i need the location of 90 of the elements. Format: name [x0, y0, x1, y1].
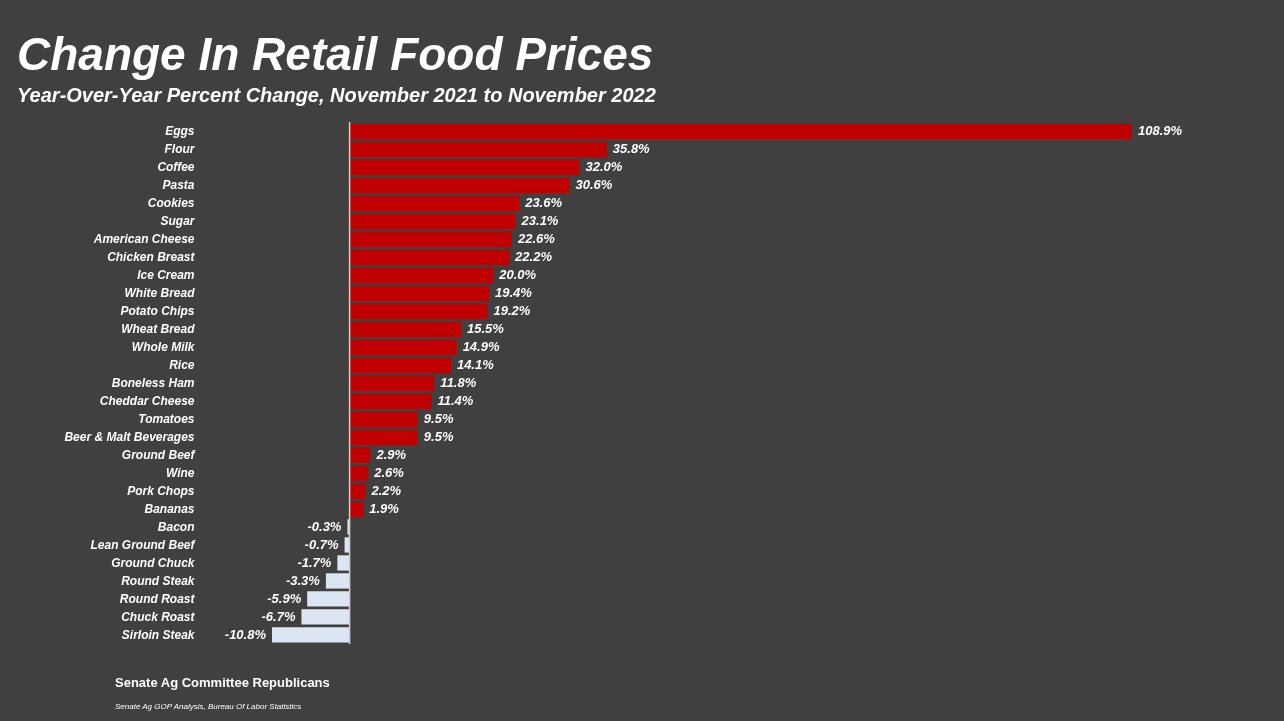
- y-tick-label: Chuck Roast: [121, 609, 196, 624]
- data-label: -10.8%: [224, 626, 267, 642]
- data-label: 22.6%: [516, 231, 556, 247]
- bar: [349, 465, 369, 481]
- bar: [349, 321, 461, 337]
- data-label: -0.3%: [307, 518, 342, 534]
- y-tick-label: Round Steak: [121, 573, 196, 588]
- y-tick-label: Boneless Ham: [111, 376, 195, 390]
- y-tick-label: Lean Ground Beef: [90, 537, 196, 552]
- bar: [349, 213, 516, 229]
- y-tick-label: Beer & Malt Beverages: [64, 429, 195, 444]
- bar: [349, 501, 364, 517]
- bar: [349, 231, 512, 247]
- bar: [349, 159, 580, 175]
- y-tick-label: Ground Beef: [121, 447, 196, 462]
- bar: [349, 141, 607, 157]
- y-tick-label: Pasta: [162, 178, 195, 193]
- y-tick-label: Ice Cream: [137, 268, 195, 283]
- y-tick-label: Coffee: [157, 160, 195, 175]
- y-tick-label: Rice: [169, 358, 195, 373]
- data-label: -0.7%: [304, 536, 339, 552]
- data-label: 1.9%: [369, 500, 400, 516]
- data-label: -5.9%: [267, 590, 302, 606]
- bar: [349, 447, 371, 463]
- y-tick-label: Bananas: [144, 501, 195, 516]
- data-label: -3.3%: [285, 572, 321, 588]
- y-tick-label: Pork Chops: [127, 483, 195, 498]
- y-tick-label: Cheddar Cheese: [99, 393, 195, 408]
- y-tick-label: Chicken Breast: [107, 250, 196, 265]
- y-tick-label: Wheat Bread: [121, 322, 196, 337]
- y-tick-label: Tomatoes: [138, 411, 195, 426]
- data-label: 14.1%: [456, 357, 495, 373]
- data-label: -1.7%: [297, 554, 332, 570]
- bar: [349, 411, 418, 427]
- y-tick-label: American Cheese: [92, 232, 195, 247]
- bar: [301, 609, 350, 625]
- bar: [337, 555, 350, 571]
- bar: [272, 627, 350, 643]
- data-label: 22.2%: [514, 249, 553, 265]
- y-tick-label: Sirloin Steak: [121, 627, 196, 642]
- data-label: 23.1%: [520, 213, 559, 229]
- data-label: 20.0%: [498, 267, 537, 283]
- bar: [347, 519, 350, 535]
- data-label: 2.9%: [375, 446, 407, 462]
- text: Senate Ag Committee Republicans: [115, 675, 330, 690]
- data-label: 2.2%: [370, 482, 402, 498]
- bar: [349, 393, 432, 409]
- y-tick-label: Sugar: [160, 214, 196, 229]
- bar: [349, 267, 494, 283]
- data-label: 9.5%: [423, 410, 454, 426]
- data-label: 35.8%: [612, 141, 651, 157]
- data-label: -6.7%: [261, 608, 296, 624]
- bar: [349, 483, 366, 499]
- y-tick-label: White Bread: [124, 286, 196, 301]
- data-label: 19.2%: [493, 303, 531, 319]
- bar: [349, 375, 435, 391]
- bar: [349, 285, 489, 301]
- text: Senate Ag GOP Analysis, Bureau Of Labor Statistics: [115, 702, 302, 711]
- y-tick-label: Ground Chuck: [111, 555, 196, 570]
- chart-subtitle: Year-Over-Year Percent Change, November 2021 to November 2022: [17, 84, 656, 107]
- bar: [349, 123, 1132, 139]
- data-label: 9.5%: [423, 428, 454, 444]
- data-label: 14.9%: [462, 339, 500, 355]
- bar: [349, 195, 520, 211]
- bar: [349, 429, 418, 445]
- bar: [349, 339, 457, 355]
- y-tick-label: Flour: [164, 142, 196, 157]
- bar: [307, 591, 350, 607]
- data-label: 11.8%: [440, 375, 477, 390]
- bar: [349, 303, 488, 319]
- data-label: 11.4%: [437, 392, 474, 408]
- bar: [325, 573, 350, 589]
- data-label: 32.0%: [585, 159, 623, 175]
- data-label: 2.6%: [373, 464, 405, 480]
- chart-title: Change In Retail Food Prices: [17, 28, 654, 81]
- y-tick-label: Bacon: [157, 519, 195, 534]
- y-tick-label: Cookies: [147, 196, 195, 211]
- data-label: 19.4%: [494, 285, 533, 301]
- data-label: 15.5%: [466, 321, 505, 337]
- data-label: 108.9%: [1138, 123, 1183, 139]
- bar: [349, 177, 570, 193]
- y-tick-label: Eggs: [165, 124, 195, 139]
- data-label: 23.6%: [524, 195, 563, 211]
- y-tick-label: Potato Chips: [120, 304, 195, 319]
- bar: [349, 357, 451, 373]
- bar: [349, 249, 510, 265]
- y-tick-label: Whole Milk: [131, 340, 196, 355]
- y-tick-label: Wine: [165, 465, 195, 480]
- y-tick-label: Round Roast: [119, 591, 196, 606]
- data-label: 30.6%: [575, 177, 613, 193]
